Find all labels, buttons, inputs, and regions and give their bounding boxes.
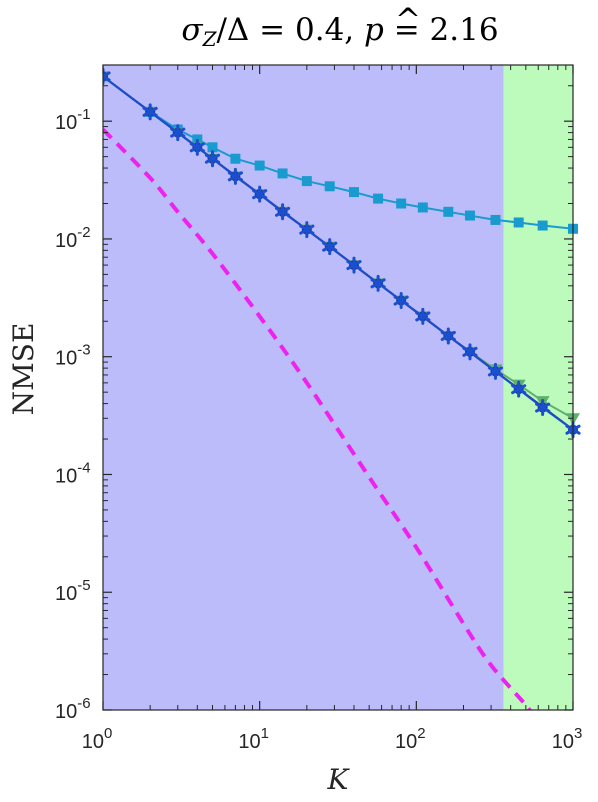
series-4-point-9-stroke-2 — [322, 241, 338, 252]
series-4-point-3-stroke-2 — [189, 142, 205, 153]
y-tick-label-3: 10-3 — [55, 342, 91, 370]
series-4-point-9 — [322, 238, 338, 256]
y-axis-label: NMSE — [7, 323, 40, 416]
title-sigma: σ — [181, 12, 203, 48]
series-0-point-12 — [396, 198, 407, 209]
title-value: = 2.16 — [384, 12, 499, 48]
title-rest: /Δ = 0.4, — [216, 12, 364, 48]
title-p: p — [364, 12, 384, 48]
series-4-point-1-stroke-2 — [142, 106, 158, 117]
y-tick-label-5: 10-1 — [55, 106, 91, 134]
plot-frame — [102, 64, 574, 711]
shaded-regions — [103, 65, 573, 710]
x-tick-label-2: 102 — [395, 725, 426, 753]
series-0-point-10 — [348, 187, 359, 198]
series-4-point-6 — [252, 185, 268, 203]
series-4-point-16 — [487, 362, 504, 380]
series-4-point-2-stroke-2 — [170, 127, 186, 138]
series-0-point-15 — [464, 210, 475, 221]
series-4-point-12 — [393, 292, 409, 310]
series-5-line — [103, 128, 558, 710]
series-4-point-14-stroke-2 — [440, 330, 456, 341]
series-4-point-6-stroke-2 — [252, 189, 268, 200]
x-tick-label-0: 100 — [82, 725, 113, 753]
series-4-point-4-stroke-2 — [204, 153, 221, 164]
series-4-point-8-stroke-2 — [299, 224, 315, 235]
series-0-point-17 — [513, 217, 524, 228]
series-4-point-18 — [535, 399, 551, 417]
series-4-point-13-stroke-2 — [415, 311, 431, 322]
series-4-point-2 — [170, 124, 186, 142]
series-4-point-3 — [189, 138, 205, 156]
series-4-point-7-stroke-2 — [274, 206, 291, 217]
series-0-point-6 — [254, 160, 265, 171]
series-0-point-4 — [207, 142, 218, 153]
series-4-point-7 — [274, 203, 291, 221]
y-tick-label-4: 10-2 — [55, 224, 91, 252]
series-4-point-0-stroke-2 — [103, 71, 111, 79]
series-0-point-14 — [443, 206, 454, 217]
series-4-point-10-stroke-2 — [346, 260, 362, 271]
series-4-point-8 — [299, 221, 315, 239]
series-4-point-14 — [440, 327, 456, 345]
series-0-point-9 — [324, 181, 335, 192]
series-0-point-5 — [230, 153, 241, 164]
series-4-point-1 — [142, 103, 158, 121]
series-0-point-7 — [277, 168, 288, 179]
x-tick-label-3: 103 — [552, 725, 583, 753]
y-tick-label-0: 10-6 — [55, 695, 91, 723]
series-4-point-16-stroke-2 — [487, 366, 504, 377]
series-4-point-0 — [103, 67, 111, 85]
chart-title: σZ/Δ = 0.4, p = 2.16 — [181, 12, 498, 51]
series-5 — [103, 128, 558, 710]
series-4-point-10 — [346, 256, 362, 274]
series-4-point-17-stroke-2 — [511, 384, 527, 395]
series-4-point-12-stroke-2 — [393, 295, 409, 306]
series-0-point-13 — [417, 202, 428, 213]
series-4-point-15-stroke-2 — [462, 346, 478, 357]
series-0-point-8 — [301, 176, 312, 187]
axis-ticks: 100 101 102 103 10-6 10-5 10-4 10-3 10-2 10-1 — [55, 65, 582, 753]
series-4-point-11 — [370, 274, 386, 292]
series-0-point-18 — [537, 220, 548, 231]
y-tick-label-1: 10-5 — [55, 577, 91, 605]
series-4-point-5-stroke-2 — [227, 171, 243, 182]
series-4-point-4 — [204, 150, 221, 168]
series-4-point-17 — [511, 380, 527, 398]
series-0-point-11 — [373, 193, 384, 204]
series-4-point-13 — [415, 307, 431, 325]
x-tick-label-1: 101 — [238, 725, 269, 753]
series-4-point-11-stroke-2 — [370, 278, 386, 289]
x-axis-label: K — [327, 763, 351, 796]
series-4-point-15 — [462, 343, 478, 361]
series-4-point-18-stroke-2 — [535, 402, 551, 413]
title-hat: ^ — [395, 2, 421, 38]
series-4-point-5 — [227, 167, 243, 185]
title-subscript: Z — [202, 27, 218, 51]
series-0-point-16 — [490, 214, 501, 225]
series-4-point-0-stroke-1 — [103, 74, 111, 82]
region-0 — [103, 65, 504, 710]
y-tick-label-2: 10-4 — [55, 459, 91, 487]
